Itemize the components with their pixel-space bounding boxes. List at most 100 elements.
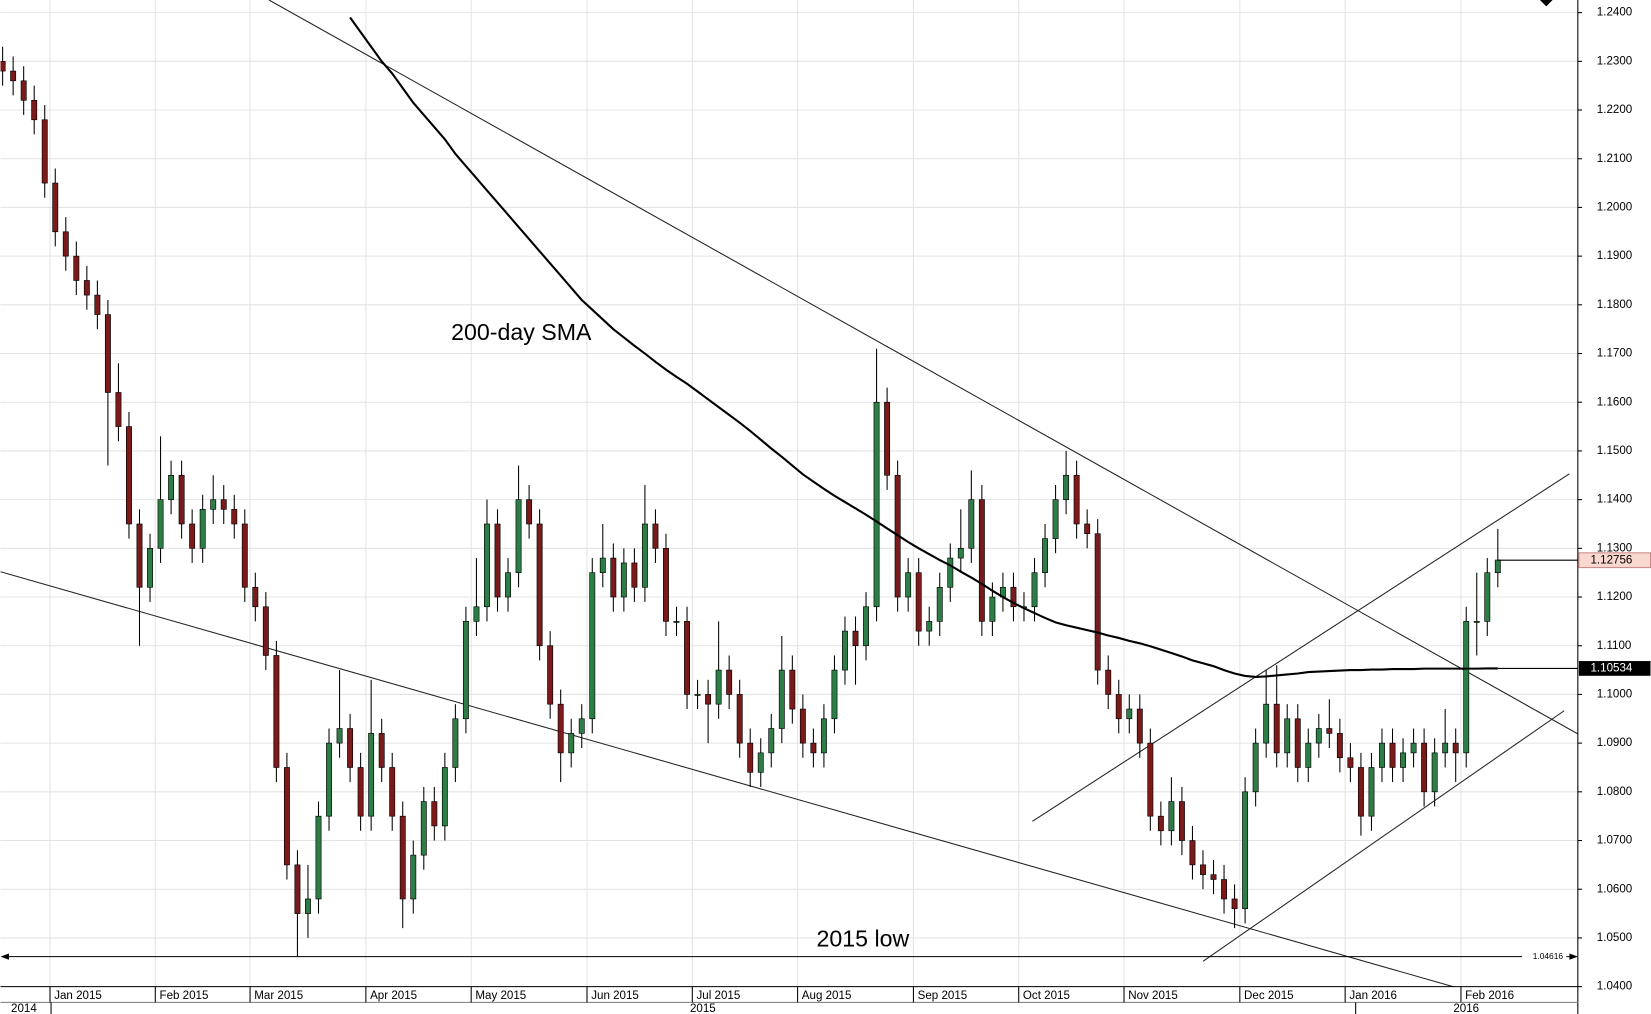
candle-body: [1389, 742, 1396, 768]
candle-body: [0, 61, 6, 72]
candle-body: [1368, 767, 1375, 817]
candle-body: [747, 742, 754, 773]
candle-body: [1168, 801, 1175, 832]
x-tick-label: May 2015: [475, 990, 526, 1002]
candle-body: [283, 767, 290, 866]
x-tick-label: Oct 2015: [1023, 990, 1070, 1002]
candle-body: [1126, 708, 1133, 720]
candle-body: [1273, 703, 1280, 754]
x-tick-label: Feb 2016: [1465, 990, 1514, 1002]
candle-body: [1052, 499, 1059, 539]
candle-body: [94, 294, 101, 315]
candle-body: [1484, 572, 1491, 622]
candle-body: [631, 562, 638, 588]
year-label: 2015: [690, 1003, 716, 1014]
candle-body: [1115, 694, 1122, 720]
trend-line: [0, 571, 1455, 987]
x-tick-label: Sep 2015: [918, 990, 968, 1002]
candle-body: [610, 557, 617, 598]
y-tick-label: 1.1900: [1597, 250, 1632, 262]
candle-body: [157, 499, 164, 549]
x-tick-label: Jan 2015: [54, 990, 102, 1002]
candle-body: [20, 80, 27, 101]
arrow-head: [0, 953, 9, 960]
candle-body: [389, 767, 396, 817]
candle-body: [684, 621, 690, 695]
candle-body: [1494, 559, 1501, 573]
x-tick-label: Jun 2015: [591, 990, 639, 1002]
x-tick-label: Dec 2015: [1244, 990, 1294, 1002]
candle-body: [968, 499, 975, 549]
candle-body: [420, 801, 427, 856]
candle-body: [778, 669, 785, 729]
candle-body: [368, 733, 375, 817]
candle-body: [1431, 752, 1438, 793]
last-price-label: 1.12756: [1590, 554, 1632, 566]
candle-body: [1421, 742, 1428, 793]
y-tick-label: 1.2400: [1597, 7, 1632, 19]
candle-body: [873, 401, 880, 608]
candle-body: [705, 694, 712, 705]
candle-body: [863, 606, 869, 647]
grid: [0, 0, 1578, 988]
candle-body: [1336, 733, 1343, 759]
candle-body: [241, 523, 248, 588]
arrow-head: [1569, 953, 1578, 960]
candle-body: [915, 572, 922, 632]
y-tick-label: 1.1300: [1597, 542, 1632, 554]
candle-body: [83, 280, 90, 296]
candle-body: [673, 621, 680, 623]
candle-body: [473, 606, 480, 622]
candle-body: [462, 621, 469, 720]
candle-body: [599, 557, 606, 573]
y-tick-label: 1.1000: [1597, 688, 1632, 700]
candle-body: [1284, 718, 1291, 754]
candle-body: [852, 630, 859, 647]
candle-body: [189, 523, 196, 549]
marker: [1539, 0, 1553, 7]
candle-body: [1147, 742, 1154, 817]
candle-body: [557, 703, 564, 754]
candle-body: [547, 645, 554, 705]
candle-body: [936, 586, 943, 622]
candle-body: [378, 733, 385, 768]
candle-body: [441, 767, 448, 827]
candle-body: [905, 572, 912, 598]
candle-body: [831, 669, 838, 720]
candle-body: [1136, 708, 1143, 744]
candle-body: [273, 655, 280, 768]
year-label: 2016: [1453, 1003, 1479, 1014]
candle-body: [1357, 767, 1364, 817]
candle-body: [652, 523, 659, 549]
candle-body: [926, 621, 933, 632]
candle-body: [431, 801, 438, 827]
candle-body: [115, 392, 122, 427]
sma-line: [349, 16, 1498, 678]
candle-body: [978, 499, 985, 622]
y-tick-label: 1.0600: [1597, 883, 1632, 895]
candle-body: [136, 523, 143, 588]
sma-price-box: [1578, 661, 1651, 676]
candle-body: [62, 231, 69, 257]
x-tick-label: Apr 2015: [370, 990, 417, 1002]
candle-body: [820, 718, 827, 754]
y-tick-label: 1.2000: [1597, 201, 1632, 213]
candle-body: [1178, 801, 1185, 841]
y-tick-label: 1.0700: [1597, 835, 1632, 847]
candle-body: [41, 119, 48, 184]
last-price-box: [1578, 552, 1651, 569]
candle-body: [768, 728, 775, 754]
candle-body: [494, 523, 501, 598]
candle-body: [620, 562, 627, 598]
candle-body: [1410, 742, 1417, 754]
candle-body: [578, 718, 585, 734]
candle-body: [989, 596, 996, 622]
candle-body: [1063, 474, 1070, 500]
channel-line: [1202, 710, 1565, 962]
candle-body: [1315, 728, 1322, 744]
candle-body: [726, 669, 733, 695]
x-tick-label: Feb 2015: [160, 990, 209, 1002]
candle-body: [842, 630, 848, 671]
candle-body: [694, 694, 701, 696]
